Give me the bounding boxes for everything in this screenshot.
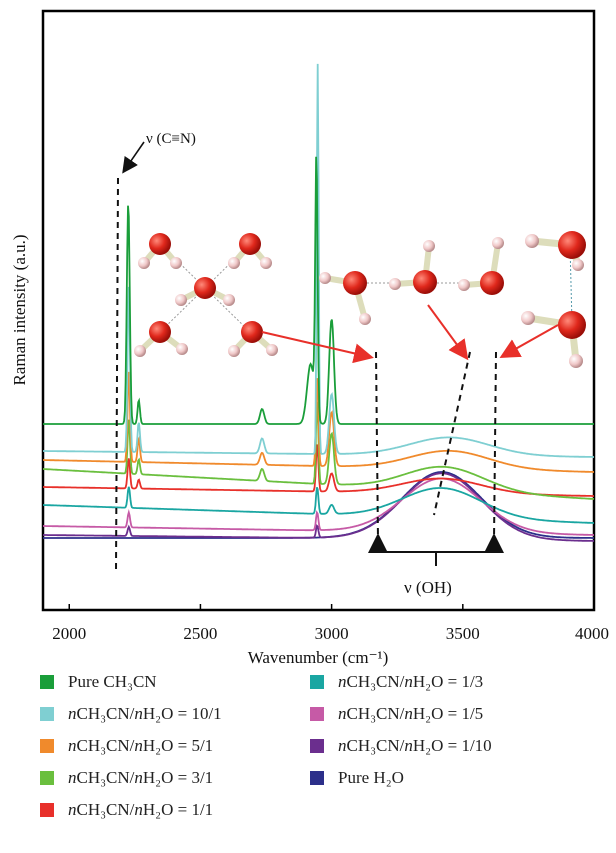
water-dimer-right [521, 231, 586, 368]
water-molecule-illustrations [134, 231, 586, 368]
oh-label: ν (OH) [404, 578, 452, 597]
cn-label: ν (C≡N) [146, 131, 196, 147]
legend-item: n CH₃CN/nH₂O = 1/10 [310, 736, 492, 756]
legend-item: n CH₃CN/nH₂O = 1/5 [310, 704, 483, 724]
red-arrows [261, 304, 559, 364]
oh-guide-line-3 [493, 351, 497, 541]
legend-item: Pure H₂O [310, 768, 404, 788]
legend-label: CH₃CN/nH₂O = 1/1 [76, 800, 214, 819]
legend-swatch [40, 739, 54, 753]
x-tick-label-3: 3500 [446, 624, 480, 643]
x-tick-label-2: 3000 [315, 624, 349, 643]
red-arrow-1 [261, 331, 374, 364]
legend-label: CH₃CN/nH₂O = 5/1 [76, 736, 214, 755]
oh-annotation: ν (OH) [368, 533, 504, 597]
legend-label: CH₃CN/nH₂O = 10/1 [76, 704, 222, 723]
series-line-1 [43, 63, 594, 458]
series-line-0 [43, 156, 594, 425]
legend-swatch [310, 707, 324, 721]
legend-label: CH₃CN/nH₂O = 1/10 [346, 736, 492, 755]
series-line-2 [43, 371, 594, 473]
legend-swatch [40, 707, 54, 721]
water-cluster-left [134, 233, 278, 357]
legend-prefix: n [68, 800, 77, 819]
oh-bracket [377, 540, 495, 553]
legend-label: Pure H₂O [338, 768, 404, 787]
guide-lines [115, 177, 497, 573]
series-line-6 [43, 477, 594, 536]
x-tick-label-1: 2500 [183, 624, 217, 643]
series-layer [43, 63, 595, 542]
series-line-7 [43, 472, 594, 542]
legend-item: n CH₃CN/nH₂O = 10/1 [40, 704, 222, 724]
oh-guide-line-2 [433, 351, 471, 516]
legend-label: CH₃CN/nH₂O = 1/5 [346, 704, 484, 723]
cn-guide-line [115, 177, 119, 573]
series-line-5 [43, 486, 594, 524]
legend-prefix: n [68, 768, 77, 787]
legend-item: n CH₃CN/nH₂O = 1/1 [40, 800, 213, 820]
legend-item: Pure CH₃CN [40, 672, 157, 692]
cn-annotation: ν (C≡N) [122, 131, 196, 174]
legend-prefix: n [338, 736, 347, 755]
legend-swatch [40, 675, 54, 689]
legend-label: CH₃CN/nH₂O = 3/1 [76, 768, 214, 787]
legend-item: n CH₃CN/nH₂O = 3/1 [40, 768, 213, 788]
legend-prefix: n [338, 704, 347, 723]
cn-arrow [122, 141, 145, 174]
legend-label: Pure CH₃CN [68, 672, 157, 691]
x-tick-label-4: 4000 [575, 624, 609, 643]
legend-swatch [40, 771, 54, 785]
red-arrow-2 [427, 304, 469, 361]
legend-swatch [310, 771, 324, 785]
plot-frame [41, 9, 596, 612]
legend-label: CH₃CN/nH₂O = 1/3 [346, 672, 484, 691]
red-arrow-3 [499, 324, 559, 358]
water-chain-middle [319, 237, 504, 325]
legend-prefix: n [68, 736, 77, 755]
x-axis-label: Wavenumber (cm⁻¹) [248, 648, 389, 667]
x-axis-ticks: 2000 2500 3000 3500 4000 [52, 604, 609, 643]
y-axis-label: Raman intensity (a.u.) [10, 234, 29, 385]
legend-prefix: n [338, 672, 347, 691]
legend-swatch [310, 675, 324, 689]
legend-swatch [310, 739, 324, 753]
oh-guide-line-1 [375, 351, 379, 541]
legend-item: n CH₃CN/nH₂O = 1/3 [310, 672, 483, 692]
x-tick-label-0: 2000 [52, 624, 86, 643]
legend-item: n CH₃CN/nH₂O = 5/1 [40, 736, 213, 756]
legend-prefix: n [68, 704, 77, 723]
raman-chart: ν (C≡N) ν (OH) 2000 2500 3000 3500 4000 Wave… [10, 9, 609, 667]
legend-swatch [40, 803, 54, 817]
